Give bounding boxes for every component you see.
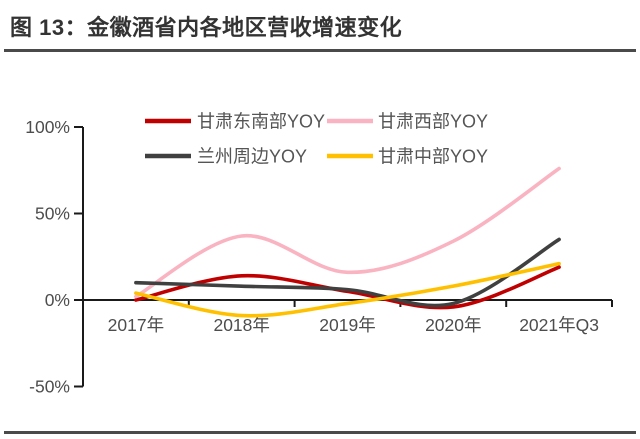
legend-label: 甘肃中部YOY <box>378 147 488 167</box>
legend-label: 兰州周边YOY <box>197 147 307 167</box>
x-tick-label: 2020年 <box>425 315 481 335</box>
x-tick-label: 2017年 <box>108 315 164 335</box>
x-tick-label: 2019年 <box>319 315 375 335</box>
title-divider <box>4 49 636 52</box>
bottom-divider <box>4 431 636 434</box>
series-line <box>134 166 561 299</box>
chart-area: 100% 50% 0% -50% 2017年 2018年 2019年 2020年 2021年Q3… <box>0 90 640 430</box>
legend-label: 甘肃东南部YOY <box>197 112 325 132</box>
x-tick-label: 2018年 <box>213 315 269 335</box>
line-chart: 100% 50% 0% -50% 2017年 2018年 2019年 2020年 2021年Q3… <box>25 112 613 397</box>
y-tick-label: 50% <box>35 204 70 224</box>
y-tick-label: 0% <box>45 290 70 310</box>
y-tick-label: 100% <box>25 117 70 137</box>
figure-title: 图 13：金徽酒省内各地区营收增速变化 <box>10 15 403 40</box>
series-line <box>134 261 561 318</box>
x-tick-label: 2021年Q3 <box>519 315 599 335</box>
y-tick-label: -50% <box>29 377 70 397</box>
series-line <box>134 237 561 308</box>
legend-label: 甘肃西部YOY <box>378 112 488 132</box>
